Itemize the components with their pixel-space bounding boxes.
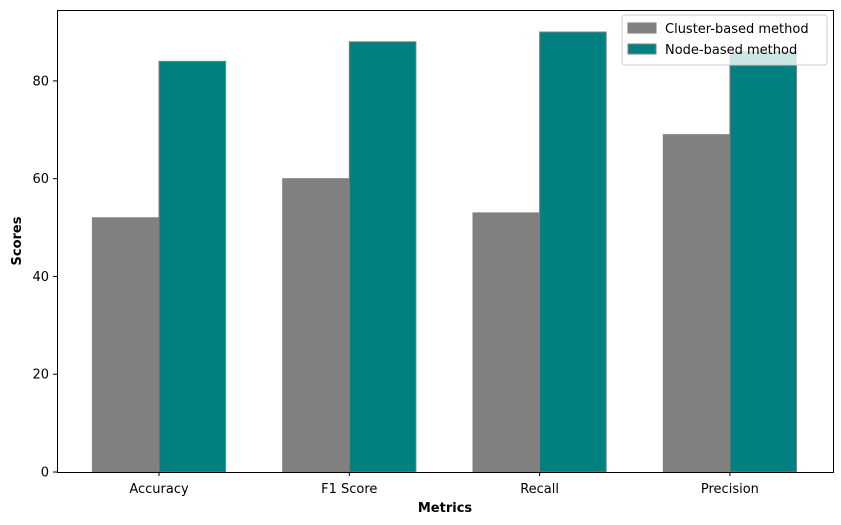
plot-frame — [57, 10, 834, 473]
y-tick-label: 60 — [32, 172, 49, 187]
bar-node-based-method-recall — [539, 31, 607, 473]
bar-node-based-method-f1-score — [348, 41, 417, 473]
bar-cluster-based-method-recall — [472, 212, 541, 473]
x-tick-label: F1 Score — [321, 482, 377, 497]
legend-swatch — [627, 43, 657, 55]
bar-cluster-based-method-precision — [662, 134, 731, 473]
y-tick-label: 80 — [32, 74, 49, 89]
legend-swatch — [627, 22, 657, 34]
y-axis-ticks: 0 20 40 60 80 — [32, 74, 57, 481]
y-tick-label: 0 — [41, 466, 49, 481]
legend-label: Node-based method — [665, 43, 797, 58]
legend-box — [621, 14, 828, 66]
bar-node-based-method-precision — [729, 51, 798, 473]
legend: Cluster-based method Node-based method — [621, 14, 828, 66]
legend-label: Cluster-based method — [665, 22, 809, 37]
x-tick-label: Accuracy — [129, 482, 189, 497]
x-axis-ticks: Accuracy F1 Score Recall Precision — [129, 472, 759, 497]
y-tick-label: 20 — [32, 368, 49, 383]
x-axis-title: Metrics — [418, 501, 473, 516]
y-axis-title: Scores — [10, 216, 25, 265]
x-tick-label: Recall — [520, 482, 559, 497]
bars-layer — [91, 31, 798, 473]
bar-cluster-based-method-f1-score — [282, 178, 350, 473]
bar-cluster-based-method-accuracy — [91, 217, 160, 473]
bar-node-based-method-accuracy — [158, 60, 227, 473]
x-tick-label: Precision — [701, 482, 759, 497]
y-tick-label: 40 — [32, 270, 49, 285]
